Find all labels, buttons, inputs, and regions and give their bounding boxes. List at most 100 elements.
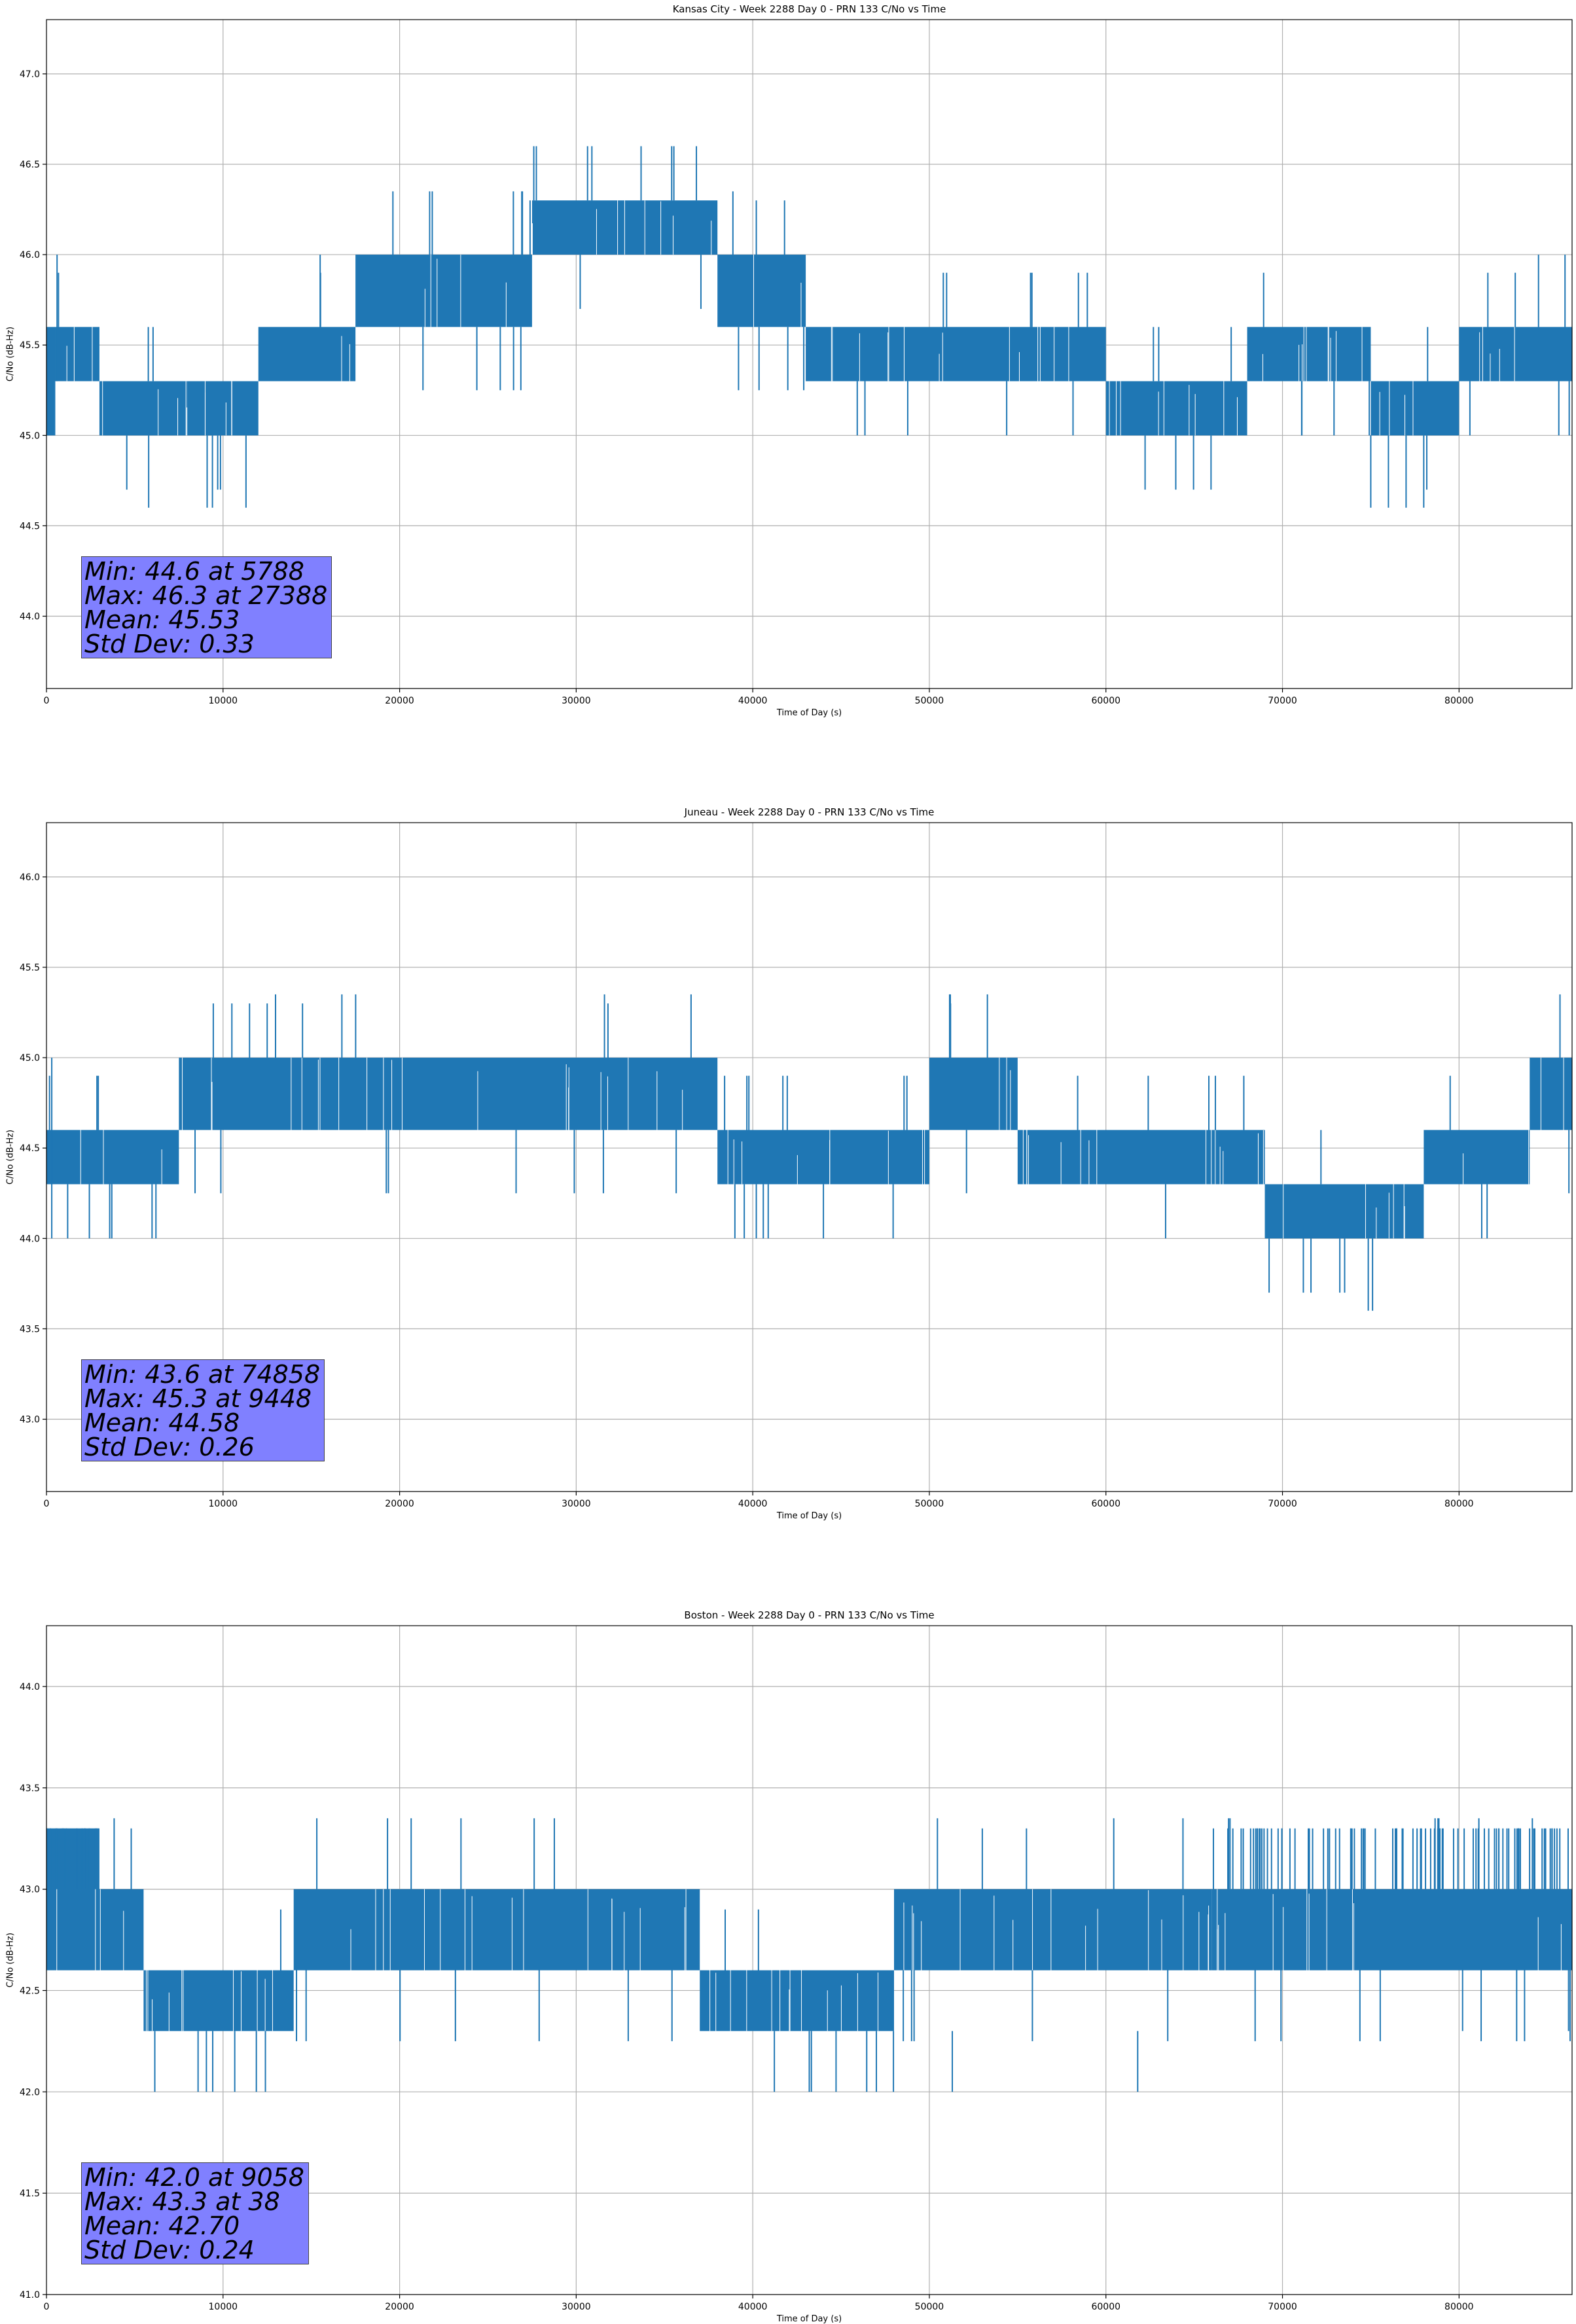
y-tick-label: 41.0 (20, 2290, 40, 2300)
y-tick-label: 45.5 (20, 963, 40, 973)
axes-frame (46, 19, 1573, 689)
y-tick-label: 44.0 (20, 1234, 40, 1244)
series-band (717, 255, 806, 327)
x-tick-label: 0 (44, 1499, 50, 1509)
series-line (46, 146, 1572, 508)
y-tick-label: 42.5 (20, 1986, 40, 1996)
stats-mean: Mean: 45.53 (84, 605, 240, 634)
x-tick-label: 40000 (738, 2302, 768, 2312)
stats-box: Min: 44.6 at 5788 Max: 46.3 at 27388 Mean:… (81, 556, 332, 658)
stats-std: Std Dev: 0.26 (84, 1433, 255, 1461)
series-band (46, 1130, 179, 1185)
series-band (1530, 1058, 1572, 1130)
y-tick-label: 44.0 (20, 612, 40, 622)
series-band (894, 1889, 1212, 1971)
series-band (717, 1130, 929, 1185)
x-tick-label: 60000 (1091, 1499, 1120, 1509)
x-tick-label: 10000 (209, 2302, 238, 2312)
series-band (929, 1058, 1018, 1130)
x-tick-label: 70000 (1268, 1499, 1297, 1509)
y-tick-label: 41.5 (20, 2189, 40, 2199)
y-tick-label: 44.5 (20, 521, 40, 531)
axes-frame (46, 1625, 1573, 2295)
x-tick-label: 10000 (209, 696, 238, 706)
y-tick-label: 47.0 (20, 69, 40, 80)
x-tick-label: 20000 (385, 2302, 414, 2312)
series-band (179, 1058, 718, 1130)
series-band (1459, 327, 1572, 382)
x-tick-label: 60000 (1091, 696, 1120, 706)
series-line (46, 994, 1572, 1311)
x-tick-label: 70000 (1268, 2302, 1297, 2312)
y-tick-label: 44.5 (20, 1143, 40, 1154)
stats-mean: Mean: 42.70 (84, 2211, 240, 2240)
axes-frame (46, 822, 1573, 1492)
y-tick-label: 46.0 (20, 872, 40, 883)
stats-box: Min: 43.6 at 74858 Max: 45.3 at 9448 Mean:… (81, 1359, 325, 1461)
y-tick-label: 45.5 (20, 340, 40, 351)
x-tick-label: 40000 (738, 1499, 768, 1509)
chart-title: Kansas City - Week 2288 Day 0 - PRN 133 … (672, 3, 946, 15)
series-band (355, 255, 532, 327)
x-axis-label: Time of Day (s) (776, 2314, 842, 2324)
series-band (258, 327, 356, 382)
series-band (1370, 381, 1460, 436)
x-tick-label: 70000 (1268, 696, 1297, 706)
x-tick-label: 30000 (562, 2302, 591, 2312)
x-tick-label: 0 (44, 2302, 50, 2312)
series-band (1211, 1889, 1572, 1971)
y-tick-label: 43.0 (20, 1885, 40, 1895)
chart-title: Juneau - Week 2288 Day 0 - PRN 133 C/No … (684, 806, 935, 818)
y-tick-label: 46.0 (20, 250, 40, 260)
y-tick-label: 45.0 (20, 431, 40, 441)
x-tick-label: 80000 (1444, 2302, 1474, 2312)
y-tick-label: 43.5 (20, 1783, 40, 1794)
y-tick-label: 43.5 (20, 1324, 40, 1334)
stats-max: Max: 43.3 at 38 (84, 2187, 280, 2216)
x-tick-label: 50000 (915, 696, 944, 706)
y-tick-label: 42.0 (20, 2087, 40, 2098)
series-band (99, 381, 188, 436)
stats-min: Min: 44.6 at 5788 (84, 557, 304, 586)
x-axis-label: Time of Day (s) (776, 1511, 842, 1521)
series-band (1017, 1130, 1265, 1185)
stats-std: Std Dev: 0.33 (84, 630, 255, 658)
stats-max: Max: 45.3 at 9448 (84, 1384, 312, 1413)
series-band (1264, 1184, 1424, 1239)
y-tick-label: 44.0 (20, 1682, 40, 1692)
y-axis-label: C/No (dB-Hz) (5, 1933, 16, 1988)
series-band (700, 1970, 894, 2031)
series-band (99, 1889, 144, 1971)
x-tick-label: 0 (44, 696, 50, 706)
x-tick-label: 30000 (562, 1499, 591, 1509)
series-band (46, 327, 56, 436)
x-tick-label: 80000 (1444, 696, 1474, 706)
x-axis-label: Time of Day (s) (776, 708, 842, 718)
series-band (806, 327, 1106, 382)
y-tick-label: 43.0 (20, 1415, 40, 1425)
stats-box: Min: 42.0 at 9058 Max: 43.3 at 38 Mean: 42… (81, 2162, 309, 2264)
stats-max: Max: 46.3 at 27388 (84, 581, 328, 610)
stats-mean: Mean: 44.58 (84, 1408, 240, 1437)
stats-std: Std Dev: 0.24 (84, 2236, 255, 2264)
series-band (293, 1889, 700, 1971)
x-tick-label: 20000 (385, 696, 414, 706)
x-tick-label: 40000 (738, 696, 768, 706)
series-band (143, 1970, 294, 2031)
y-tick-label: 45.0 (20, 1053, 40, 1064)
x-tick-label: 50000 (915, 2302, 944, 2312)
x-tick-label: 30000 (562, 696, 591, 706)
series-band (187, 381, 259, 436)
stats-min: Min: 43.6 at 74858 (84, 1360, 321, 1389)
x-tick-label: 20000 (385, 1499, 414, 1509)
chart-title: Boston - Week 2288 Day 0 - PRN 133 C/No … (684, 1609, 935, 1621)
y-tick-label: 46.5 (20, 160, 40, 170)
series-band (1247, 327, 1371, 382)
x-tick-label: 80000 (1444, 1499, 1474, 1509)
stats-min: Min: 42.0 at 9058 (84, 2163, 304, 2192)
series-line (46, 1818, 1572, 2092)
